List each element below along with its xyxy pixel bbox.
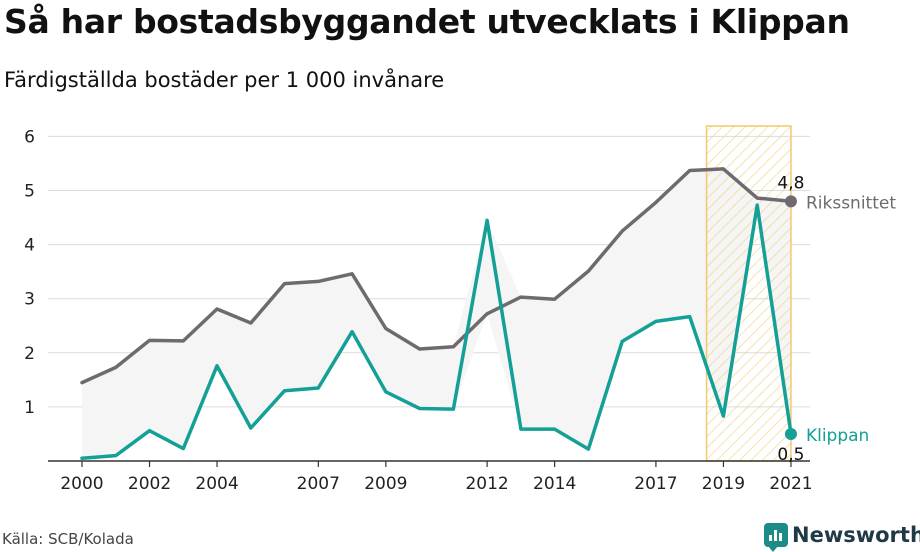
- x-tick-label-2021: 2021: [769, 474, 812, 494]
- area-band-between-series: [82, 168, 791, 459]
- series-line-klippan: [80, 203, 793, 461]
- y-tick-label-4: 4: [24, 236, 35, 256]
- x-tick-label-2000: 2000: [60, 474, 103, 494]
- series-line-riket: [80, 167, 793, 385]
- series-layer: [80, 167, 797, 461]
- x-tick-label-2009: 2009: [364, 474, 407, 494]
- x-tick-label-2004: 2004: [195, 474, 238, 494]
- band-layer: [82, 168, 791, 459]
- source-note: Källa: SCB/Kolada: [2, 530, 134, 548]
- series-name-label-klippan: Klippan: [806, 426, 869, 446]
- y-tick-label-5: 5: [24, 182, 35, 202]
- x-tick-label-2002: 2002: [128, 474, 171, 494]
- x-tick-label-2014: 2014: [533, 474, 576, 494]
- x-tick-label-2017: 2017: [634, 474, 677, 494]
- y-tick-label-3: 3: [24, 290, 35, 310]
- series-end-point-klippan: [784, 427, 797, 440]
- series-name-label-riket: Rikssnittet: [806, 193, 896, 213]
- series-end-point-riket: [784, 195, 797, 208]
- x-tick-label-2012: 2012: [465, 474, 508, 494]
- y-tick-label-6: 6: [24, 127, 35, 147]
- y-tick-label-2: 2: [24, 344, 35, 364]
- chart-subtitle: Färdigställda bostäder per 1 000 invånar…: [4, 68, 445, 92]
- axis-layer: 1 2 3 4 5 6 2000 2002 2004 2007 2009 2012 2014 2017 20…: [24, 127, 812, 494]
- series-end-value-klippan: 0,5: [777, 445, 804, 465]
- x-tick-label-2019: 2019: [702, 474, 745, 494]
- brand-name: Newsworthy: [792, 523, 920, 547]
- newsworthy-logo-icon: [764, 523, 788, 552]
- brand-logo: Newsworthy: [764, 519, 920, 552]
- chart-title: Så har bostadsbyggandet utvecklats i Kli…: [4, 2, 850, 41]
- y-tick-label-1: 1: [24, 398, 35, 418]
- x-tick-label-2007: 2007: [297, 474, 340, 494]
- series-end-value-riket: 4,8: [777, 173, 804, 193]
